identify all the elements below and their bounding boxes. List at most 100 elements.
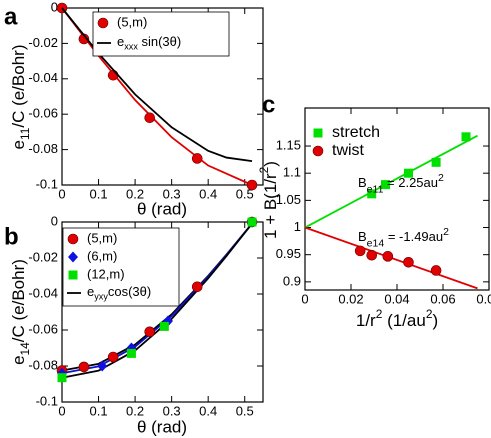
y-axis-label-part: e xyxy=(9,355,28,364)
y-tick-label: -0.02 xyxy=(28,249,58,264)
y-axis-label-part: 11 xyxy=(18,127,32,140)
x-tick-label: 0.1 xyxy=(90,403,108,418)
x-tick-label: 0.04 xyxy=(384,291,409,306)
y-axis-label-part: e xyxy=(9,140,28,149)
x-axis-label: θ (rad) xyxy=(137,417,187,436)
y-axis-label: e14/C (e/Bohr) xyxy=(9,259,32,365)
data-point xyxy=(191,281,203,293)
annotation-part: = 2.25au xyxy=(383,175,438,190)
legend-label: stretch xyxy=(332,124,380,141)
x-axis-label-part: 1/r xyxy=(356,311,376,330)
y-tick-label: 1.15 xyxy=(276,137,301,152)
data-point xyxy=(403,256,414,268)
legend-label-part: sin(3θ) xyxy=(138,34,181,49)
data-point xyxy=(78,361,90,373)
x-tick-label: 0.02 xyxy=(338,291,363,306)
x-tick-label: 0.2 xyxy=(126,186,144,201)
annotation-part: B xyxy=(358,229,367,244)
y-tick-label: -0.06 xyxy=(28,106,58,121)
y-tick-label: 0.95 xyxy=(276,246,301,261)
y-tick-label: 1 xyxy=(294,219,301,234)
y-axis-label-part: /C (e/Bohr) xyxy=(9,45,28,128)
x-axis-label-part: 2 xyxy=(426,307,433,321)
legend-marker xyxy=(97,17,109,29)
y-axis-label-part: 14 xyxy=(18,342,32,356)
x-tick-label: 0.2 xyxy=(126,403,144,418)
annotation: Be14 = -1.49au2 xyxy=(358,226,449,249)
annotation-part: 2 xyxy=(438,172,444,184)
data-point xyxy=(430,265,442,276)
legend-label: exxx sin(3θ) xyxy=(117,34,181,52)
legend-box xyxy=(62,227,180,307)
legend-label-part: e xyxy=(117,34,124,49)
data-point xyxy=(126,348,136,358)
data-point xyxy=(144,326,156,338)
legend-label-part: yxy xyxy=(94,292,108,302)
legend-marker xyxy=(68,270,78,280)
fit-line xyxy=(61,223,253,379)
x-tick-label: 0 xyxy=(301,291,308,306)
data-point xyxy=(382,251,394,262)
x-tick-label: 0.4 xyxy=(199,403,217,418)
legend-label: (5,m) xyxy=(87,230,117,245)
y-tick-label: -0.04 xyxy=(28,70,58,85)
legend-label: (6,m) xyxy=(87,248,117,263)
data-point xyxy=(144,112,156,124)
y-axis-label: 1 + B(1/r2) xyxy=(257,161,280,239)
y-tick-label: -0.1 xyxy=(36,176,58,191)
panel-letter: b xyxy=(4,223,19,250)
data-point xyxy=(461,132,471,142)
data-point xyxy=(246,179,258,191)
x-tick-label: 0.06 xyxy=(430,291,455,306)
y-tick-label: 0 xyxy=(51,0,58,14)
legend-marker xyxy=(313,128,323,138)
x-tick-label: 0.3 xyxy=(163,403,181,418)
x-tick-label: 0.5 xyxy=(236,403,254,418)
data-point xyxy=(404,168,413,178)
data-point xyxy=(367,189,377,199)
y-tick-label: -0.1 xyxy=(36,393,58,408)
legend-label: twist xyxy=(332,142,365,159)
annotation-part: = -1.49au xyxy=(384,229,443,244)
y-axis-label-part: /C (e/Bohr) xyxy=(9,259,28,342)
x-axis-label: θ (rad) xyxy=(137,199,187,218)
legend-marker xyxy=(68,251,78,263)
legend-marker xyxy=(67,233,79,245)
x-tick-label: 0.1 xyxy=(90,186,108,201)
legend-label-part: xxx xyxy=(124,42,138,52)
x-axis-label: 1/r2 (1/au2) xyxy=(356,307,438,330)
legend-label: (5,m) xyxy=(117,14,147,29)
data-point xyxy=(366,249,378,261)
y-axis-label-part: 2 xyxy=(257,166,271,173)
annotation-part: e11 xyxy=(367,183,384,195)
annotation: Be11 = 2.25au2 xyxy=(358,172,444,195)
x-tick-label: 0 xyxy=(58,403,65,418)
x-tick-label: 0.5 xyxy=(236,186,254,201)
plot-frame xyxy=(61,7,264,186)
x-tick-label: 0 xyxy=(58,186,65,201)
x-tick-label: 0.4 xyxy=(199,186,217,201)
x-axis-label-part: (1/au xyxy=(382,311,425,330)
annotation-part: B xyxy=(358,175,367,190)
y-tick-label: -0.08 xyxy=(28,357,58,372)
y-tick-label: 0 xyxy=(51,213,58,228)
annotation-part: 2 xyxy=(443,226,449,238)
legend-marker xyxy=(312,145,324,157)
data-point xyxy=(57,373,67,383)
data-point xyxy=(107,69,119,81)
legend-box xyxy=(92,11,230,57)
legend-label: (12,m) xyxy=(87,266,125,281)
y-tick-label: 1.1 xyxy=(283,165,301,180)
y-tick-label: 1.05 xyxy=(276,192,301,207)
y-tick-label: -0.08 xyxy=(28,141,58,156)
data-point xyxy=(107,351,119,363)
y-axis-label-part: ) xyxy=(261,161,280,167)
y-tick-label: -0.04 xyxy=(28,285,58,300)
data-point xyxy=(247,217,257,227)
y-axis-label-part: 1 + B(1/r xyxy=(261,173,280,239)
data-point xyxy=(191,153,203,164)
x-tick-label: 0.3 xyxy=(163,186,181,201)
legend-label-part: cos(3θ) xyxy=(108,284,151,299)
data-point xyxy=(381,180,390,190)
